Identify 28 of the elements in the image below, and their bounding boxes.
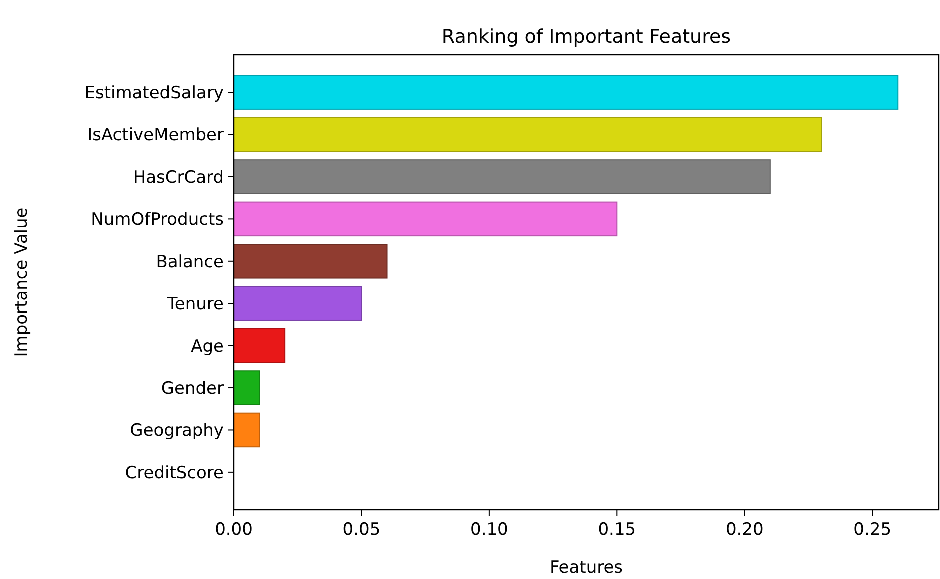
bar: [234, 328, 286, 364]
x-tick-label: 0.15: [598, 520, 636, 540]
bar: [234, 244, 388, 279]
bar: [234, 75, 899, 110]
y-tick-label: Geography: [130, 421, 224, 442]
bar: [234, 286, 362, 321]
x-tick-label: 0.20: [726, 520, 764, 540]
y-tick-label: NumOfProducts: [91, 210, 224, 230]
y-tick-label: Tenure: [166, 294, 224, 315]
x-tick-label: 0.05: [342, 520, 381, 540]
y-tick-label: CreditScore: [125, 463, 224, 484]
y-axis-title: Importance Value: [12, 208, 32, 358]
x-axis-title: Features: [550, 558, 624, 578]
bar: [234, 117, 822, 152]
y-tick-label: EstimatedSalary: [84, 84, 224, 104]
x-tick-label: 0.25: [854, 520, 892, 540]
y-tick-label: HasCrCard: [133, 168, 224, 188]
bar: [234, 370, 260, 406]
bar: [234, 412, 260, 448]
y-tick-label: IsActiveMember: [88, 126, 224, 146]
x-tick-label: 0.10: [470, 520, 508, 540]
chart-title: Ranking of Important Features: [442, 26, 732, 48]
bar: [234, 160, 771, 194]
x-tick-label: 0.00: [215, 520, 253, 540]
y-tick-label: Balance: [156, 252, 224, 272]
y-tick-label: Age: [191, 336, 224, 357]
bar: [234, 202, 618, 237]
y-tick-label: Gender: [161, 378, 224, 399]
